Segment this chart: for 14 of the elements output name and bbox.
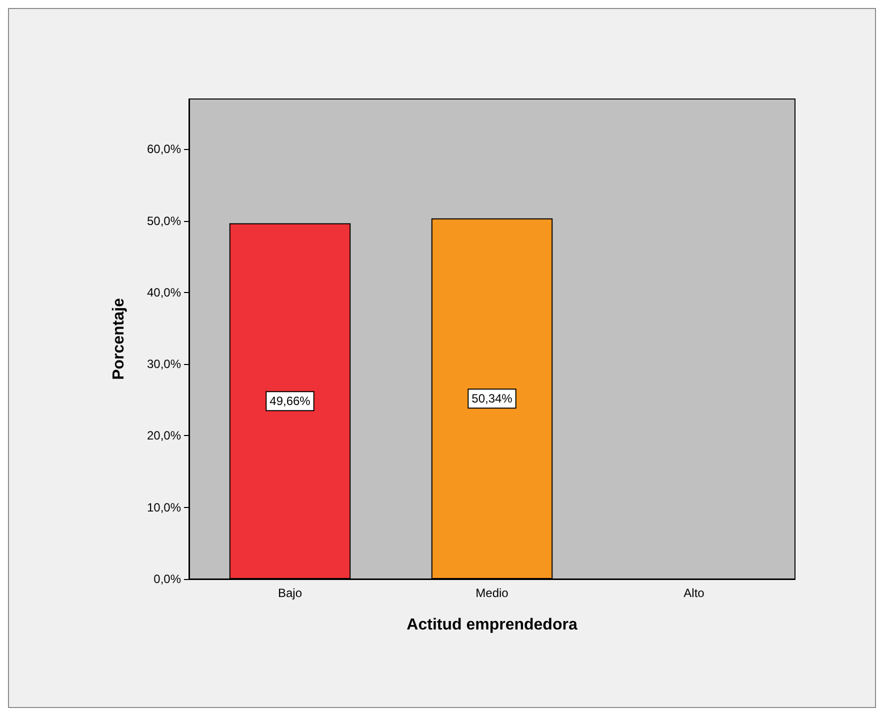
x-axis-title: Actitud emprendedora bbox=[406, 616, 578, 634]
y-tick-label: 40,0% bbox=[146, 285, 182, 300]
data-label: 49,66% bbox=[270, 394, 311, 408]
x-tick-label: Bajo bbox=[278, 586, 302, 600]
y-tick-label: 30,0% bbox=[146, 357, 182, 372]
data-label: 50,34% bbox=[472, 392, 513, 406]
y-tick-label: 50,0% bbox=[146, 214, 182, 228]
x-tick-label: Alto bbox=[684, 586, 705, 600]
y-tick-label: 0,0% bbox=[154, 572, 182, 586]
y-tick-label: 60,0% bbox=[146, 142, 182, 156]
y-tick-label: 20,0% bbox=[146, 428, 182, 443]
y-tick-label: 10,0% bbox=[146, 500, 182, 514]
x-tick-label: Medio bbox=[476, 586, 509, 600]
y-axis-title: Porcentaje bbox=[110, 298, 128, 380]
